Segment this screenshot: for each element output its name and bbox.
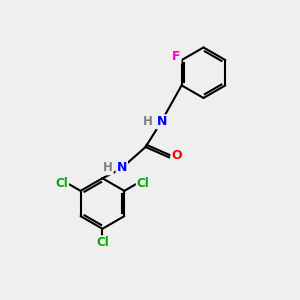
Text: F: F [172, 50, 181, 63]
Text: Cl: Cl [96, 236, 109, 249]
Text: N: N [157, 115, 167, 128]
Text: N: N [117, 161, 127, 174]
Text: O: O [171, 149, 182, 162]
Text: Cl: Cl [56, 177, 68, 190]
Text: H: H [143, 115, 153, 128]
Text: Cl: Cl [137, 177, 149, 190]
Text: H: H [103, 161, 113, 174]
